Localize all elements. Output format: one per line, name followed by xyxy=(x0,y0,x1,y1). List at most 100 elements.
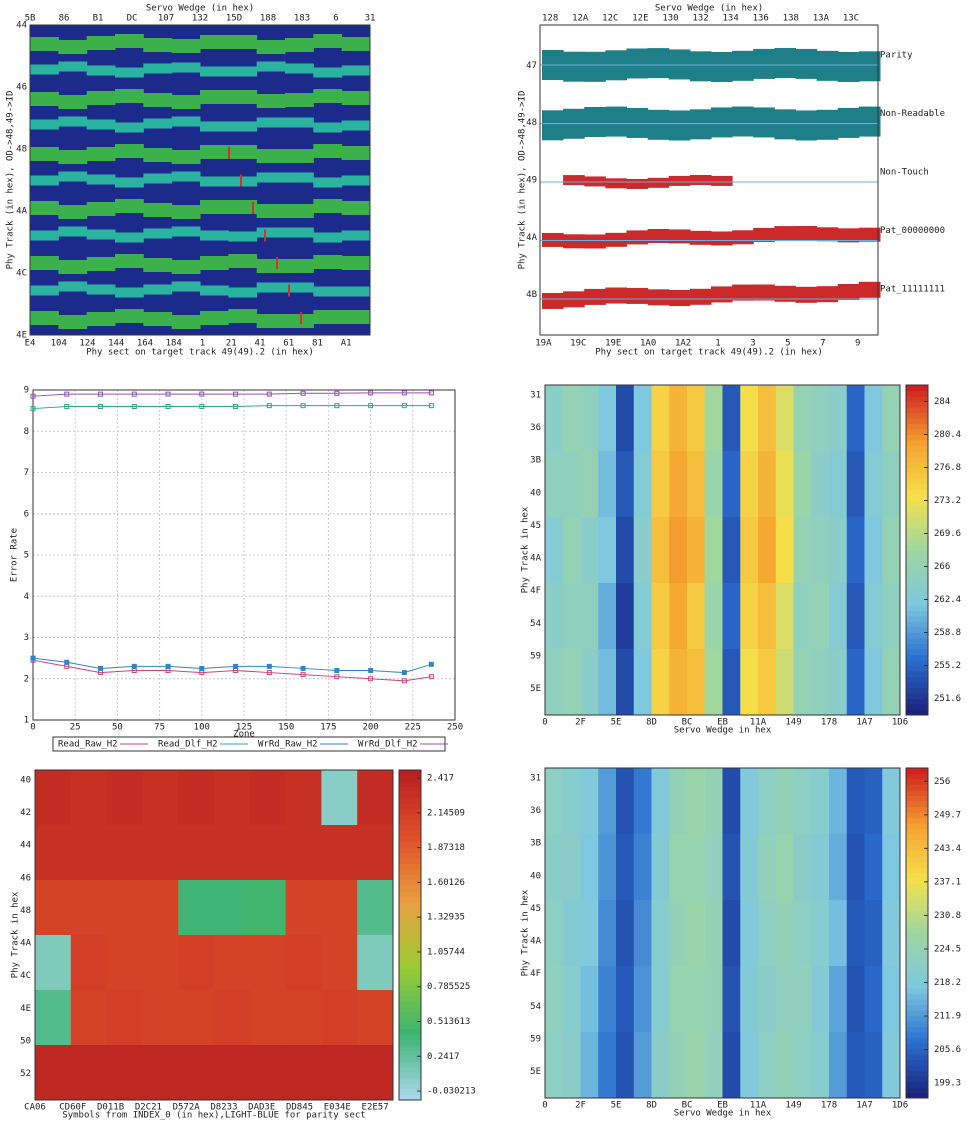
heat-cell xyxy=(811,966,829,1033)
track-band xyxy=(342,201,371,215)
colorbar-step xyxy=(906,385,928,391)
heat-cell xyxy=(634,385,652,452)
pattern-band xyxy=(605,288,627,304)
heat-cell xyxy=(776,834,794,901)
colorbar-tick-label: 249.7 xyxy=(934,810,961,820)
colorbar-step xyxy=(399,1062,421,1068)
heat-cell xyxy=(847,1032,865,1099)
data-point xyxy=(31,656,35,660)
heat-cell xyxy=(107,1045,143,1101)
data-point xyxy=(335,669,339,673)
track-band xyxy=(285,149,314,163)
heat-cell xyxy=(357,825,393,881)
heat-cell xyxy=(740,649,758,716)
track-band xyxy=(342,256,371,270)
y-tick-label: 46 xyxy=(20,873,31,883)
heat-cell xyxy=(652,966,670,1033)
left-tick-label: 4C xyxy=(16,269,27,279)
heat-cell xyxy=(829,966,847,1033)
heat-cell xyxy=(214,1045,250,1101)
colorbar-step xyxy=(906,961,928,967)
left-tick-label: 4E xyxy=(16,331,27,341)
pattern-band xyxy=(627,288,649,304)
track-band xyxy=(58,282,87,292)
heat-cell xyxy=(847,966,865,1033)
heat-cell xyxy=(865,517,883,584)
pattern-band xyxy=(711,52,733,82)
heat-cell xyxy=(598,649,616,716)
heat-cell xyxy=(811,451,829,518)
heat-cell xyxy=(847,517,865,584)
colorbar-step xyxy=(906,873,928,879)
heat-cell xyxy=(740,900,758,967)
colorbar-step xyxy=(906,506,928,512)
colorbar-step xyxy=(906,512,928,518)
heat-cell xyxy=(687,900,705,967)
x-tick-label: 75 xyxy=(154,723,165,733)
track-band xyxy=(200,90,229,104)
colorbar-step xyxy=(399,1023,421,1029)
track-band xyxy=(228,145,257,159)
heat-cell xyxy=(865,768,883,835)
top-tick-label: 130 xyxy=(662,14,678,24)
heat-cell xyxy=(250,990,286,1046)
y-tick-label: 4A xyxy=(530,554,541,564)
band-label: Parity xyxy=(880,51,913,61)
track-band xyxy=(87,230,116,240)
track-band xyxy=(172,150,201,164)
colorbar-step xyxy=(906,878,928,884)
track-band xyxy=(143,148,172,162)
heat-cell xyxy=(847,900,865,967)
heat-cell xyxy=(563,583,581,650)
track-band xyxy=(285,259,314,273)
colorbar-step xyxy=(399,996,421,1002)
pattern-band xyxy=(796,110,818,140)
heat-cell xyxy=(776,1032,794,1099)
track-band xyxy=(200,200,229,214)
y-axis-label: Phy Track in hex xyxy=(521,889,531,976)
colorbar-step xyxy=(906,1043,928,1049)
pattern-band xyxy=(584,176,606,186)
heat-cell xyxy=(545,1032,563,1099)
heat-cell xyxy=(811,385,829,452)
colorbar-step xyxy=(399,880,421,886)
left-tick-label: 49 xyxy=(526,176,537,186)
heat-cell xyxy=(35,1045,71,1101)
colorbar-step xyxy=(906,655,928,661)
heat-cell xyxy=(321,935,357,991)
heat-cell xyxy=(616,583,634,650)
top-tick-label: 132 xyxy=(692,14,708,24)
colorbar-step xyxy=(906,435,928,441)
heat-cell xyxy=(214,770,250,826)
track-band xyxy=(342,287,371,297)
y-tick-label: 36 xyxy=(530,423,541,433)
track-band xyxy=(257,314,286,328)
heat-cell xyxy=(882,768,900,835)
colorbar-tick-label: 1.32935 xyxy=(427,913,465,923)
data-point xyxy=(65,660,69,664)
colorbar-step xyxy=(906,611,928,617)
colorbar-step xyxy=(906,829,928,835)
colorbar-tick-label: 237.1 xyxy=(934,877,961,887)
colorbar-step xyxy=(906,1021,928,1027)
y-tick-label: 40 xyxy=(530,488,541,498)
track-band xyxy=(257,283,286,293)
colorbar-tick-label: 1.60126 xyxy=(427,878,465,888)
figure: Servo Wedge (in hex)5B86B1DC10713215D188… xyxy=(0,0,967,1123)
heat-cell xyxy=(723,385,741,452)
heat-cell xyxy=(652,649,670,716)
heat-cell xyxy=(794,385,812,452)
pattern-band xyxy=(690,289,712,305)
heat-cell xyxy=(178,990,214,1046)
heat-cell xyxy=(581,900,599,967)
pattern-band xyxy=(627,179,649,189)
pattern-band xyxy=(542,110,564,140)
colorbar-step xyxy=(399,902,421,908)
track-band xyxy=(87,257,116,271)
heat-cell xyxy=(616,385,634,452)
top-tick-label: 6 xyxy=(333,14,338,24)
pattern-band xyxy=(627,108,649,138)
track-band xyxy=(143,258,172,272)
colorbar-step xyxy=(399,869,421,875)
heat-cell xyxy=(669,517,687,584)
